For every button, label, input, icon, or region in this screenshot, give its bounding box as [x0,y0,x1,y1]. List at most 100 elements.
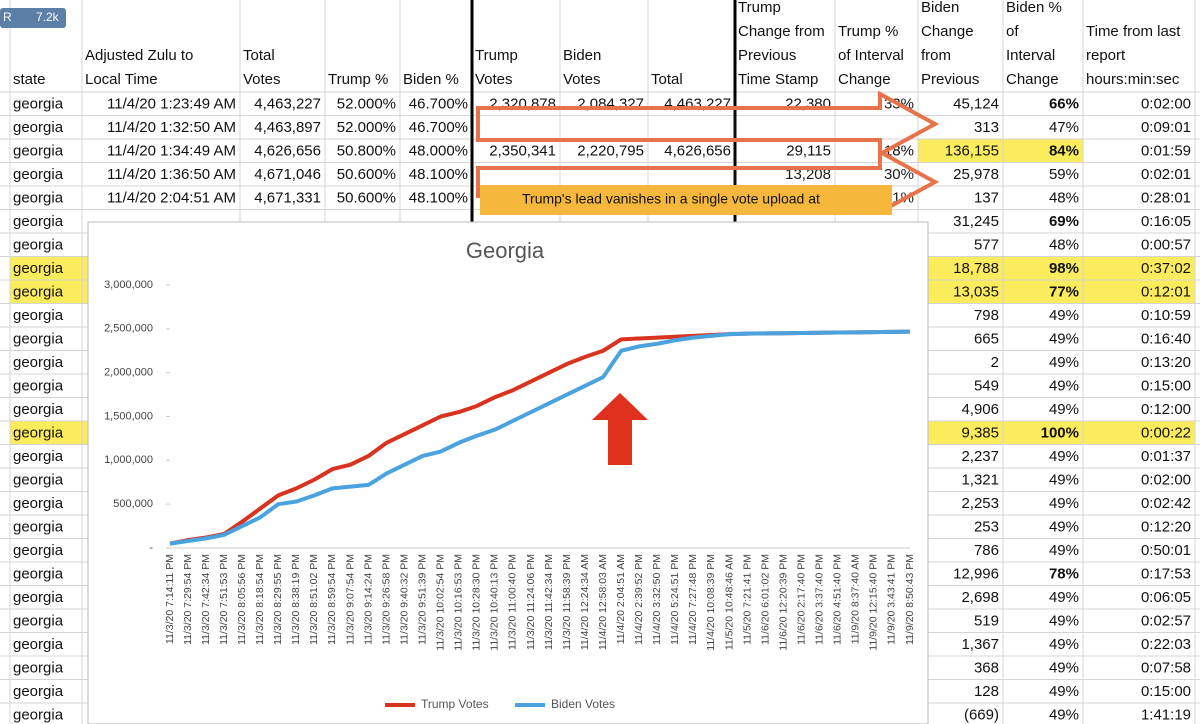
cell: 25,978 [953,166,999,183]
cell: 2,253 [961,495,999,512]
column-header: Change [1006,71,1059,88]
cell: 18,788 [953,260,999,277]
cell: 66% [1049,96,1079,113]
cell: 48.100% [409,190,468,207]
cell: 48% [1049,237,1079,254]
x-tick-label: 11/3/20 9:07:54 PM [344,554,356,645]
cell: 49% [1049,331,1079,348]
cell: 49% [1049,378,1079,395]
legend-label: Biden Votes [551,697,615,711]
cell: 52.000% [337,119,396,136]
column-header: Change [838,71,891,88]
cell: georgia [13,260,64,277]
x-tick-label: 11/3/20 10:28:30 PM [471,554,483,651]
badge: R [3,10,12,24]
column-header: Votes [563,71,601,88]
column-header: from [921,47,951,64]
column-header: Change from [738,23,825,40]
x-tick-label: 11/3/20 7:51:53 PM [218,554,230,645]
up-arrow [592,393,648,465]
y-tick-label: 2,500,000 [104,323,153,335]
cell: 49% [1049,707,1079,724]
callout-box [480,185,892,215]
column-header: Total [243,47,275,64]
cell: 0:02:00 [1141,96,1191,113]
chart-panel: Georgia - 500,000 1,000,000 1,500,000 2,000,0… [87,221,929,724]
cell: 78% [1049,566,1079,583]
cell: georgia [13,425,64,442]
column-header: Trump [475,47,518,64]
cell: 11/4/20 1:23:49 AM [107,96,236,113]
x-tick-label: 11/3/20 7:14:11 PM [164,554,176,644]
cell: 47% [1049,119,1079,136]
column-header: Biden % [1006,0,1062,16]
cell: 0:13:20 [1141,354,1191,371]
chart-title: Georgia [466,238,545,263]
y-tick-label: 2,000,000 [104,367,153,379]
cell: 0:22:03 [1141,636,1191,653]
cell: 4,906 [961,401,999,418]
cell: 2,237 [961,448,999,465]
cell: 0:50:01 [1141,542,1191,559]
x-tick-label: 11/5/20 10:48:46 AM [723,554,735,650]
cell: georgia [13,401,64,418]
x-tick-label: 11/4/20 7:27:48 PM [687,554,699,645]
cell: 137 [974,190,999,207]
cell: 0:02:00 [1141,472,1191,489]
cell: 0:12:20 [1141,519,1191,536]
cell: 0:09:01 [1141,119,1191,136]
cell: georgia [13,378,64,395]
column-header: Change [921,23,974,40]
badge-bg [0,8,66,28]
y-tick-label: - [149,542,153,554]
x-tick-label: 11/4/20 12:58:03 AM [597,554,609,650]
x-tick-label: 11/3/20 7:42:34 PM [200,554,212,645]
cell: 577 [974,237,999,254]
cell: 0:06:05 [1141,589,1191,606]
cell: 0:02:57 [1141,613,1191,630]
cell: 4,463,897 [254,119,321,136]
cell: georgia [13,190,64,207]
column-header: Biden % [403,71,459,88]
cell-highlight [1003,139,1083,163]
column-header: hours:min:sec [1086,71,1180,88]
cell-highlight [918,139,1003,163]
cell: 313 [974,119,999,136]
cell: georgia [13,119,64,136]
cell: georgia [13,636,64,653]
cell: 59% [1049,166,1079,183]
cell: georgia [13,448,64,465]
cell: 52.000% [337,96,396,113]
cell: georgia [13,566,64,583]
cell: 1:41:19 [1141,707,1191,724]
cell: 49% [1049,354,1079,371]
x-tick-label: 11/9/20 8:50:43 PM [904,554,916,645]
x-tick-label: 11/3/20 9:40:32 PM [398,554,410,645]
column-header: Time from last [1086,23,1181,40]
column-header: Biden [563,47,601,64]
cell: 13,208 [785,166,831,183]
x-tick-label: 11/3/20 10:16:53 PM [453,554,465,651]
cell: 11/4/20 2:04:51 AM [107,190,236,207]
column-header: Biden [921,0,959,16]
x-tick-label: 11/3/20 9:14:24 PM [362,554,374,645]
x-tick-label: 11/3/20 9:26:58 PM [380,554,392,645]
cell: 0:02:01 [1141,166,1191,183]
cell: 46.700% [409,119,468,136]
column-header: Local Time [85,71,158,88]
cell: 0:01:59 [1141,143,1191,160]
cell: 49% [1049,472,1079,489]
cell: 0:17:53 [1141,566,1191,583]
cell: 519 [974,613,999,630]
cell: 100% [1041,425,1079,442]
cell: georgia [13,331,64,348]
x-tick-label: 11/6/20 2:17:40 PM [795,554,807,645]
y-tick-label: 500,000 [113,498,153,510]
cell: 48.100% [409,166,468,183]
cell: georgia [13,660,64,677]
x-tick-label: 11/3/20 8:51:02 PM [308,554,320,645]
cell: 1,321 [961,472,999,489]
cell: georgia [13,213,64,230]
y-tick-label: 3,000,000 [104,279,153,291]
